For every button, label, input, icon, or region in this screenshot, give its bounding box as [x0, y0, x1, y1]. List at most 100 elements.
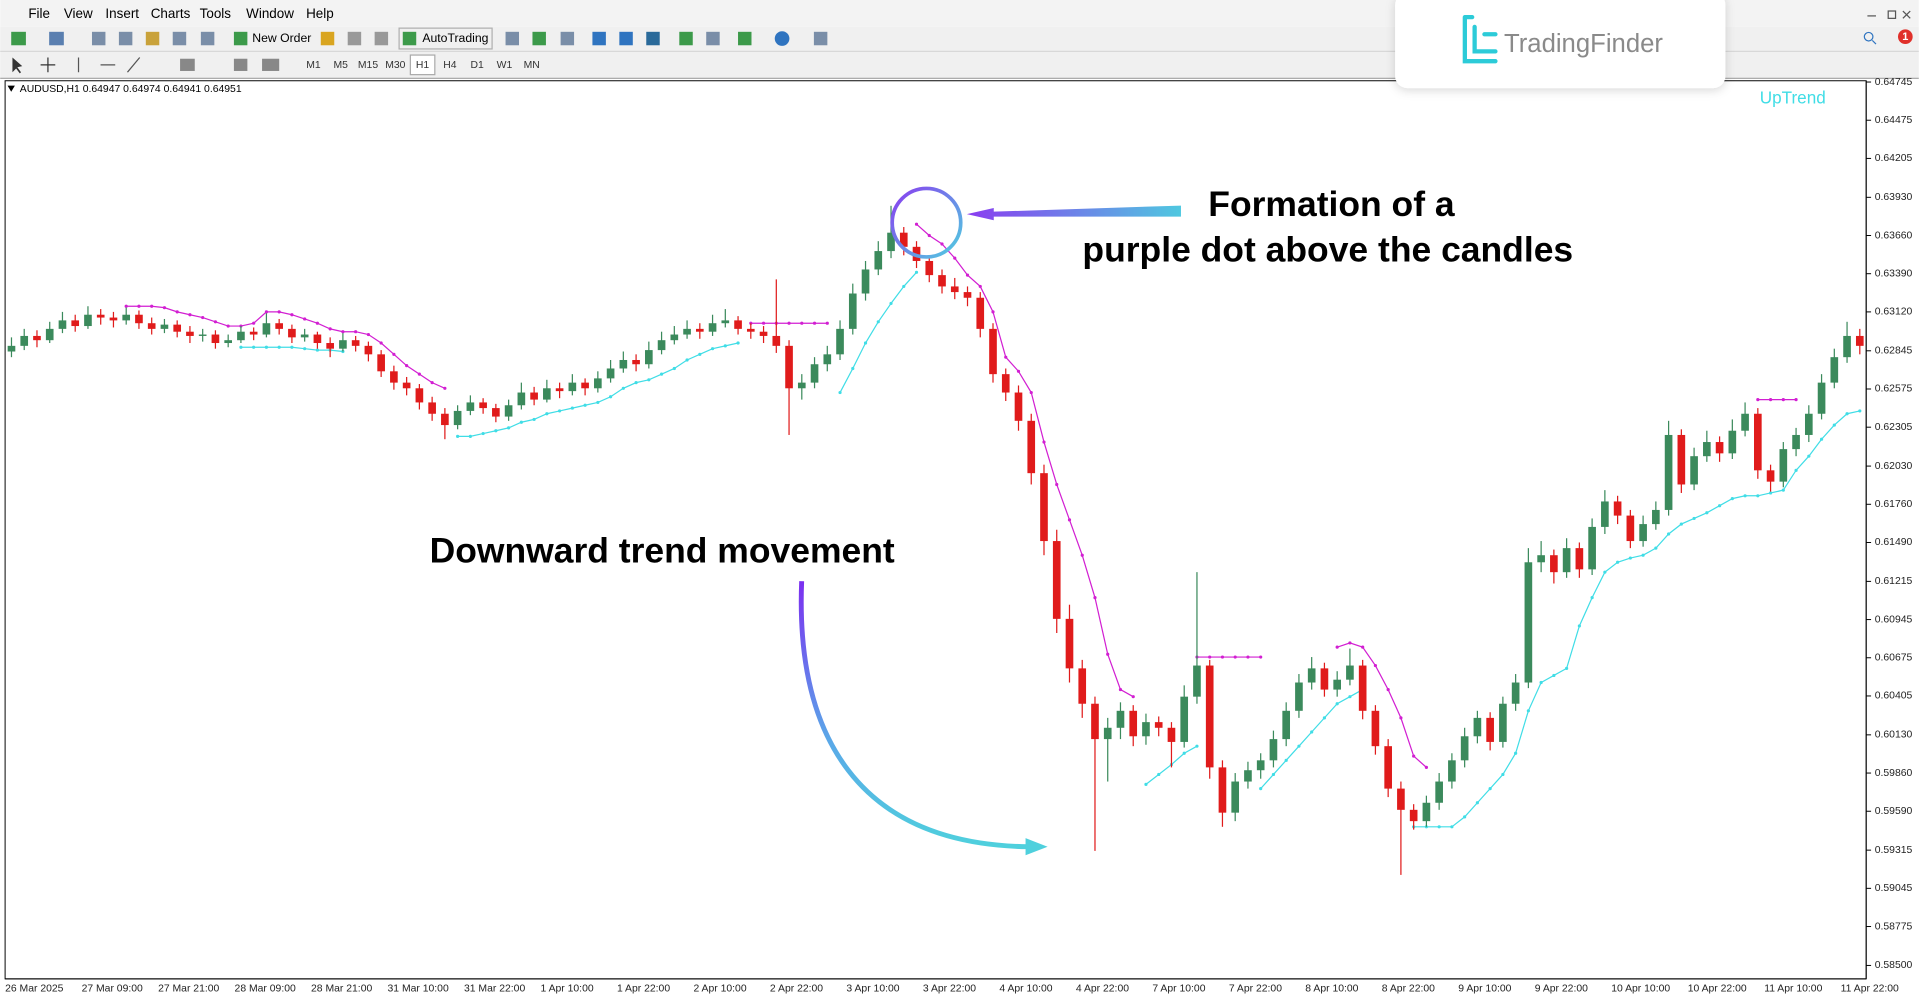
indicator-dot	[736, 341, 740, 345]
candle-body	[759, 331, 768, 336]
indicator-dot	[1667, 532, 1671, 536]
y-tick-label: 0.59590	[1875, 806, 1913, 817]
indicator-dot	[723, 344, 727, 348]
menu-item[interactable]: View	[64, 6, 93, 21]
indicator-dot	[659, 372, 664, 376]
menu-item[interactable]: Insert	[105, 6, 139, 21]
indicator-dot	[1259, 655, 1263, 659]
indicator-dot	[1565, 666, 1569, 670]
indicator-dot	[1450, 825, 1454, 829]
indicator-dot	[1475, 801, 1479, 805]
x-tick-label: 10 Apr 10:00	[1611, 983, 1670, 994]
menu-item[interactable]: File	[28, 6, 50, 21]
candle-body	[861, 269, 870, 294]
indicator-dot	[570, 406, 574, 410]
timeframe-button[interactable]: M5	[334, 60, 349, 71]
indicator-dot	[1016, 369, 1021, 373]
y-tick-label: 0.59315	[1875, 845, 1913, 856]
candle-body	[288, 328, 296, 338]
indicator-dot	[379, 341, 383, 345]
timeframe-button[interactable]: M15	[358, 60, 378, 71]
indicator-dot	[1335, 645, 1339, 649]
indicator-dot	[290, 345, 294, 349]
indicator-dot	[519, 420, 523, 424]
chart-plot-area	[4, 80, 1867, 980]
indicator-dot	[1233, 655, 1237, 659]
y-tick-label: 0.59045	[1875, 883, 1913, 894]
indicator-dot	[953, 256, 957, 260]
candle-body	[721, 320, 730, 324]
y-tick-label: 0.58775	[1875, 921, 1913, 932]
y-tick-label: 0.64205	[1875, 153, 1913, 164]
candle-body	[313, 334, 322, 344]
indicator-dot	[1768, 491, 1773, 495]
indicator-dot	[341, 330, 345, 334]
indicator-dot	[1348, 641, 1352, 645]
y-tick-label: 0.64475	[1875, 115, 1913, 126]
timeframe-button[interactable]: M30	[385, 60, 405, 71]
menu-item[interactable]: Tools	[200, 6, 232, 21]
indicator-dot	[1641, 553, 1645, 557]
indicator-dot	[303, 317, 307, 321]
timeframe-button[interactable]: H1	[416, 60, 430, 71]
x-tick-label: 7 Apr 22:00	[1229, 983, 1282, 994]
indicator-dot	[851, 366, 855, 371]
indicator-dot	[150, 304, 154, 308]
timeframe-button[interactable]: D1	[471, 60, 485, 71]
candle-body	[708, 323, 717, 332]
timeframe-button[interactable]: MN	[524, 60, 540, 71]
indicator-dot	[328, 327, 332, 331]
menu-item[interactable]: Charts	[151, 6, 191, 21]
indicator-dot	[315, 321, 319, 325]
indicator-dot	[1208, 655, 1212, 659]
candle-body	[1562, 548, 1571, 573]
autotrading-button[interactable]: AutoTrading	[422, 31, 488, 45]
notification-count: 1	[1902, 31, 1908, 43]
indicator-dot	[252, 321, 256, 325]
notification-badge[interactable]	[1897, 29, 1913, 45]
candle-body	[1550, 555, 1558, 573]
menu-item[interactable]: Help	[306, 6, 334, 21]
x-tick-label: 27 Mar 21:00	[158, 983, 219, 994]
candle-body	[1193, 665, 1201, 697]
timeframe-button[interactable]: H4	[443, 60, 457, 71]
indicator-dot	[1730, 497, 1734, 501]
candle-body	[1524, 562, 1533, 683]
candle-body	[1804, 413, 1813, 435]
candle-body	[530, 392, 538, 400]
window-controls	[1863, 10, 1911, 45]
indicator-dot	[137, 304, 141, 308]
indicator-dot	[672, 366, 676, 371]
candle-body	[645, 350, 653, 365]
candle-body	[1626, 515, 1635, 542]
indicator-dot	[443, 386, 447, 390]
candle-body	[20, 335, 29, 346]
indicator-dot	[1501, 772, 1505, 777]
indicator-dot	[761, 321, 766, 325]
indicator-dot	[1781, 398, 1785, 402]
candle-body	[1231, 781, 1240, 813]
timeframe-button[interactable]: W1	[497, 60, 513, 71]
candle-body	[147, 323, 156, 329]
indicator-dot	[341, 349, 345, 354]
indicator-dot	[710, 347, 715, 351]
candle-body	[1601, 501, 1609, 527]
x-tick-label: 28 Mar 09:00	[235, 983, 296, 994]
indicator-dot	[1284, 758, 1288, 762]
indicator-dot	[583, 403, 587, 407]
candle-body	[581, 382, 589, 389]
timeframe-button[interactable]: M1	[306, 60, 321, 71]
indicator-dot	[430, 381, 434, 385]
candle-body	[402, 382, 411, 389]
indicator-dot	[1093, 596, 1097, 600]
new-order-button[interactable]: New Order	[252, 31, 311, 45]
indicator-dot	[1603, 570, 1607, 574]
candle-body	[1817, 382, 1826, 414]
candle-body	[326, 343, 334, 349]
candle-body	[1154, 722, 1163, 728]
candle-body	[938, 275, 946, 287]
candle-body	[1052, 541, 1061, 619]
candle-body	[84, 314, 92, 327]
menu-item[interactable]: Window	[246, 6, 294, 21]
candle-body	[1103, 727, 1112, 740]
